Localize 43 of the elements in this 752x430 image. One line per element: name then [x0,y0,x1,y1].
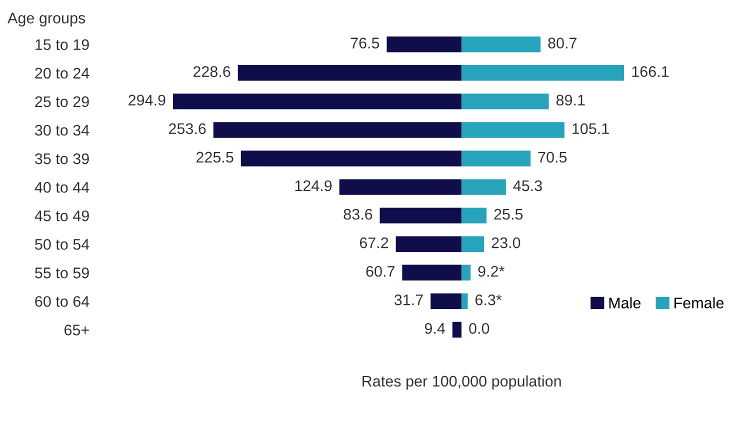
bar [462,208,487,224]
bar [462,264,471,281]
x-axis-title: Rates per 100,000 population [362,375,561,390]
y-axis-title: Age groups [8,12,86,26]
bar [462,150,531,166]
y-tick-label: 45 to 49 [34,210,89,222]
y-tick-label: 20 to 24 [35,68,90,79]
bar [452,322,462,338]
bar [462,94,549,110]
y-tick-label: 65+ [64,324,89,336]
data-label: 9.2* [478,266,504,277]
y-tick-label: 50 to 54 [35,238,90,250]
data-label: 67.2 [360,237,388,248]
y-tick-label: 60 to 64 [35,296,90,307]
data-label: 253.6 [168,123,206,134]
y-tick-label: 55 to 59 [35,268,89,278]
data-label: 76.5 [350,38,380,48]
data-label: 225.5 [196,152,234,163]
data-label: 80.7 [548,38,576,48]
y-tick-label: 40 to 44 [34,182,90,193]
y-tick-label: 35 to 39 [34,153,89,164]
data-label: 60.7 [366,266,394,277]
legend-label: Female [674,297,724,308]
data-label: 105.1 [572,123,609,134]
data-label: 25.5 [494,208,523,220]
data-label: 9.4 [424,323,445,334]
y-tick-label: 15 to 19 [36,39,89,50]
y-tick-label: 25 to 29 [35,96,89,108]
data-label: 124.9 [295,180,332,192]
y-tick-label: 30 to 34 [34,124,90,136]
legend-label: Male [609,297,641,308]
data-label: 6.3* [475,294,502,306]
data-label: 23.0 [492,237,520,248]
data-label: 0.0 [469,323,490,334]
data-label: 228.6 [193,66,230,78]
data-label: 89.1 [556,94,585,106]
data-label: 31.7 [394,294,423,306]
data-label: 45.3 [513,180,542,192]
bar [462,293,468,310]
data-label: 70.5 [538,152,567,163]
data-label: 83.6 [344,208,372,220]
data-label: 166.1 [632,66,669,78]
data-label: 294.9 [128,94,166,106]
